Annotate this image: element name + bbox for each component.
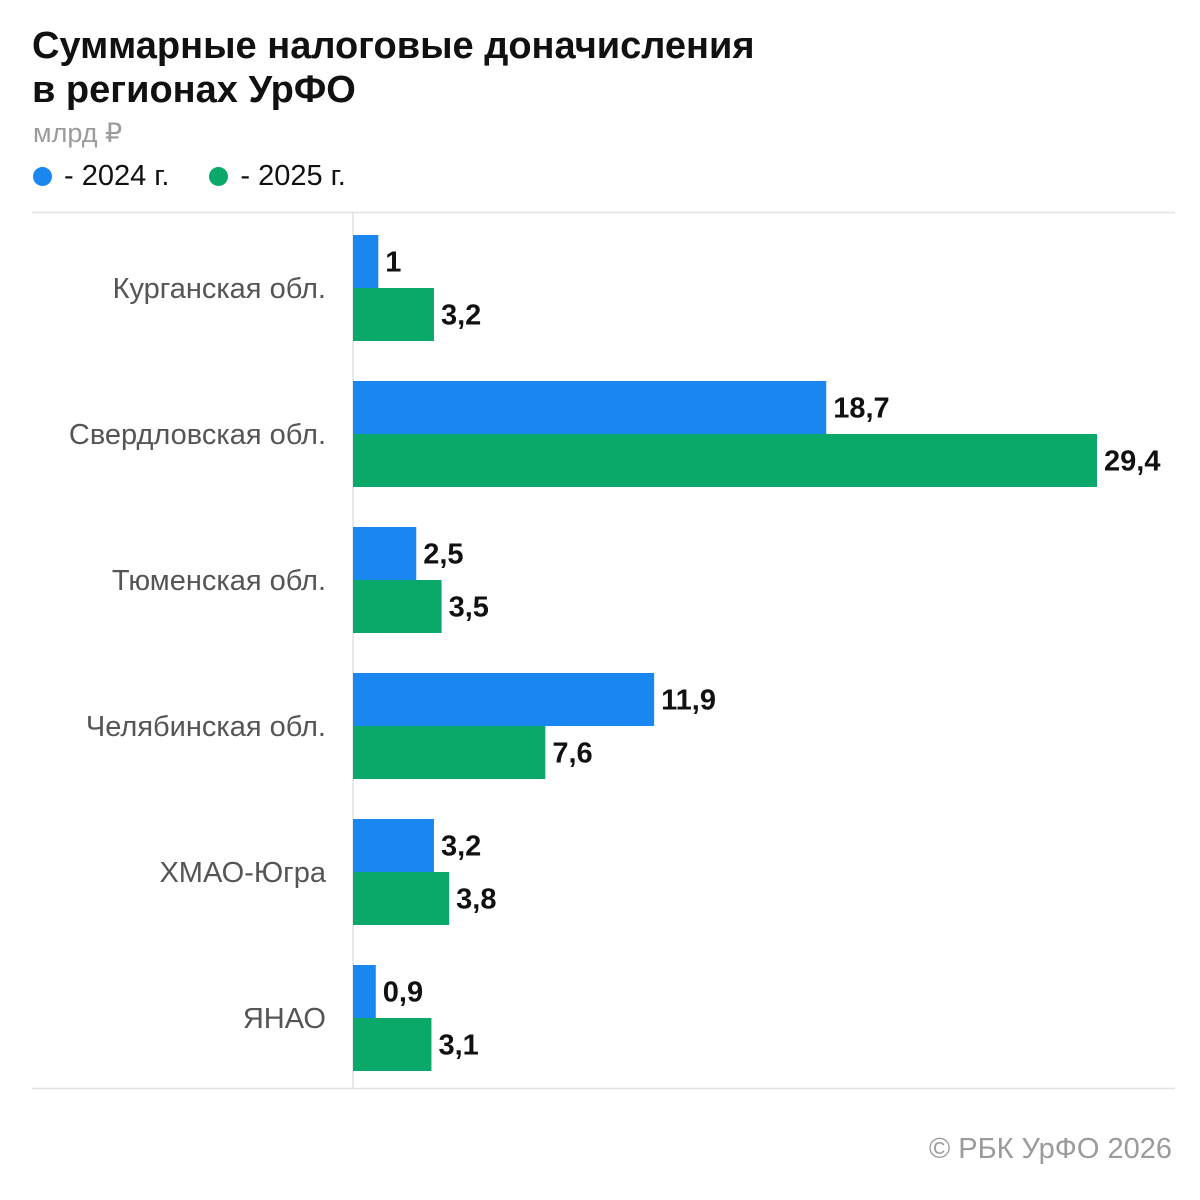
bar-2024 [353,965,376,1018]
value-label: 11,9 [661,685,716,717]
category-label: ЯНАО [243,1003,326,1035]
value-label: 3,8 [456,884,496,916]
bar-2024 [353,527,417,580]
bar-2024 [353,381,827,434]
chart-title-line2: в регионах УрФО [32,69,356,111]
bar-2025 [353,434,1097,487]
bar-2025 [353,726,546,779]
bar-2025 [353,580,442,633]
legend-label-2024: - 2024 г. [64,160,170,192]
bar-2024 [353,235,379,288]
bar-2025 [353,872,450,925]
value-label: 3,1 [438,1030,478,1062]
category-label: ХМАО-Югра [159,857,326,889]
bar-2024 [353,819,434,872]
value-label: 2,5 [423,539,463,571]
value-label: 1 [385,247,401,279]
legend-dot-2024 [33,167,52,186]
value-label: 7,6 [552,738,592,770]
value-label: 0,9 [383,977,423,1009]
legend-item-2025: - 2025 г. [209,160,346,193]
legend-dot-2025 [209,167,229,186]
value-label: 3,2 [441,300,481,332]
legend-item-2024: - 2024 г. [33,160,169,193]
value-label: 18,7 [833,393,889,425]
bar-2024 [353,673,655,726]
chart-title: Суммарные налоговые доначисления в регио… [32,24,1152,112]
category-label: Челябинская обл. [86,711,326,743]
category-label: Тюменская обл. [112,565,326,597]
value-label: 3,2 [441,831,481,863]
value-label: 29,4 [1104,446,1160,478]
category-label: Свердловская обл. [69,419,326,451]
value-label: 3,5 [449,592,489,624]
legend-label-2025: - 2025 г. [240,160,346,192]
credit: © РБК УрФО 2026 [928,1133,1172,1165]
category-label: Курганская обл. [113,273,326,305]
bar-2025 [353,288,434,341]
chart-title-line1: Суммарные налоговые доначисления [32,25,755,67]
unit-label: млрд ₽ [33,118,123,148]
bar-2025 [353,1018,432,1071]
legend: - 2024 г. - 2025 г. [33,160,386,193]
